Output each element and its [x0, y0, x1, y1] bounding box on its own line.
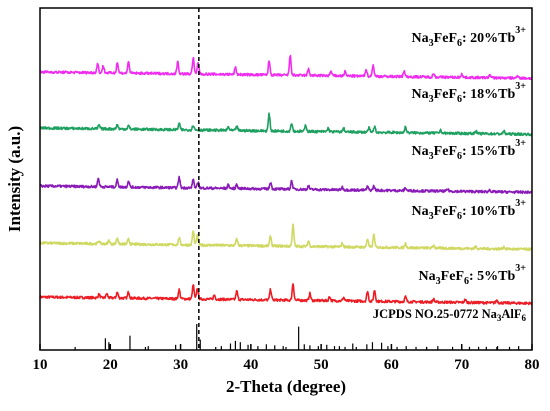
reference-peaks [104, 324, 520, 350]
x-tick-label: 30 [173, 357, 188, 373]
series-label: Na3FeF6: 10%Tb3+ [412, 198, 527, 222]
x-tick-label: 80 [525, 357, 540, 373]
series-line [39, 112, 533, 137]
series-label: Na3FeF6: 5%Tb3+ [419, 263, 527, 287]
series-labels: Na3FeF6: 5%Tb3+ Na3FeF6: 10%Tb3+ Na3FeF6: … [412, 25, 527, 287]
series-label: Na3FeF6: 18%Tb3+ [412, 81, 527, 105]
x-tick-label: 10 [33, 357, 48, 373]
x-tick-label: 60 [384, 357, 399, 373]
series-label: Na3FeF6: 15%Tb3+ [412, 138, 527, 162]
series-line [39, 54, 533, 81]
y-axis-title: Intensity (a.u.) [5, 126, 24, 232]
reference-label: JCPDS NO.25-0772 Na3AlF6 [373, 307, 527, 323]
x-tick-label: 40 [243, 357, 258, 373]
x-axis-title: 2-Theta (degree) [226, 377, 346, 396]
series-label: Na3FeF6: 20%Tb3+ [412, 25, 527, 49]
x-axis: 10 20 30 40 50 60 70 80 [33, 344, 540, 373]
series-group [39, 54, 533, 306]
x-tick-label: 20 [103, 357, 118, 373]
series-line [39, 175, 533, 195]
x-tick-label: 70 [454, 357, 469, 373]
x-tick-label: 50 [314, 357, 329, 373]
series-line [39, 283, 533, 306]
series-line [39, 223, 533, 252]
